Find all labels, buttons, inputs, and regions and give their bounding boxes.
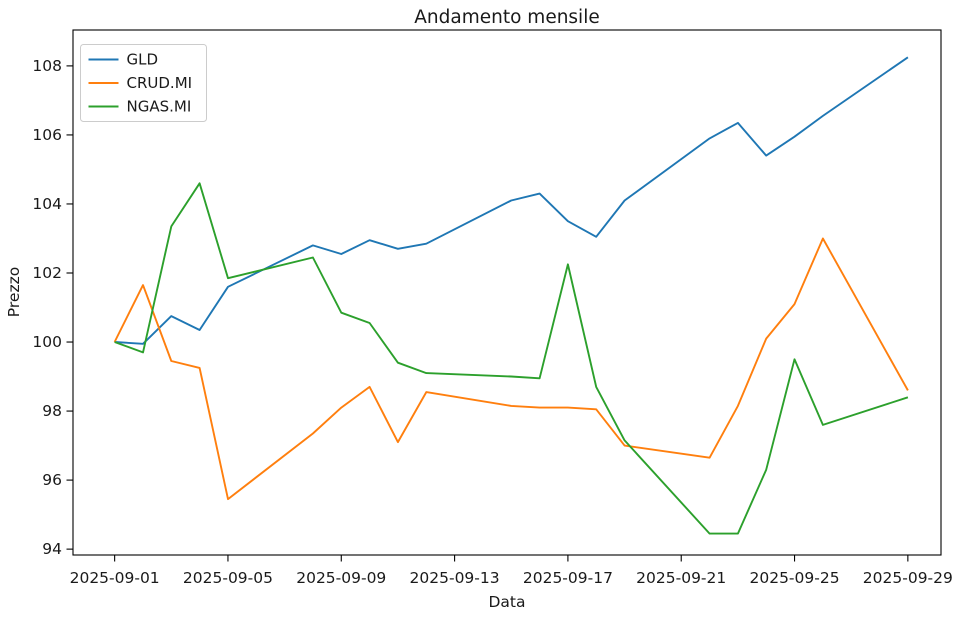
y-axis-label: Prezzo [5, 267, 23, 317]
legend-label-CRUD.MI: CRUD.MI [127, 74, 193, 92]
x-tick-label: 2025-09-17 [523, 569, 613, 587]
x-tick-label: 2025-09-09 [296, 569, 386, 587]
series-line-CRUD.MI [113, 237, 909, 501]
legend-frame [80, 44, 207, 122]
x-tick-label: 2025-09-21 [636, 569, 726, 587]
y-tick-label: 108 [32, 57, 62, 75]
series-line-GLD [114, 56, 909, 345]
x-tick-label: 2025-09-05 [183, 569, 273, 587]
x-axis-label: Data [488, 593, 525, 611]
x-tick-label: 2025-09-25 [749, 569, 839, 587]
axes-border [72, 29, 942, 556]
y-tick-label: 98 [42, 402, 62, 420]
chart-title: Andamento mensile [414, 7, 599, 28]
y-tick-label: 96 [42, 471, 62, 489]
x-tick-label: 2025-09-29 [863, 569, 953, 587]
legend-label-NGAS.MI: NGAS.MI [127, 98, 192, 116]
x-axis-ticks: 2025-09-01 2025-09-05 2025-09-09 2025-09-13… [70, 555, 953, 587]
legend: GLD CRUD.MI NGAS.MI [80, 44, 207, 122]
x-tick-label: 2025-09-01 [70, 569, 160, 587]
y-tick-label: 104 [32, 195, 62, 213]
y-tick-label: 100 [32, 333, 62, 351]
series-lines [113, 56, 909, 535]
y-tick-label: 102 [32, 264, 62, 282]
y-tick-label: 94 [42, 540, 62, 558]
x-tick-label: 2025-09-13 [410, 569, 500, 587]
y-tick-label: 106 [32, 126, 62, 144]
series-line-NGAS.MI [114, 182, 909, 535]
y-axis-ticks: 94 96 98 100 102 104 106 108 [32, 57, 73, 558]
legend-label-GLD: GLD [127, 51, 159, 69]
plot-area [73, 30, 941, 555]
